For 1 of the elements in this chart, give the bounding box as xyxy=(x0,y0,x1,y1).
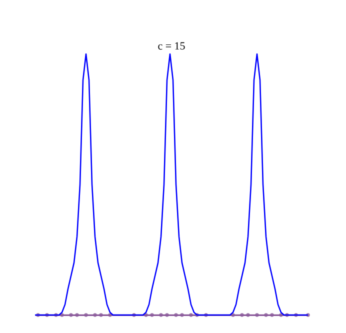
chart-title: c = 15 xyxy=(158,40,186,52)
